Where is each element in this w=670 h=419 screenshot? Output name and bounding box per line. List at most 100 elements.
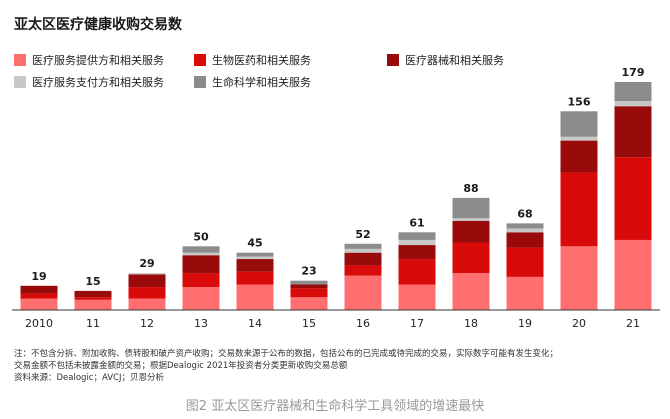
bar-segment <box>560 140 598 173</box>
bar-segment <box>452 242 490 274</box>
bar-segment <box>398 245 436 260</box>
bar-segment <box>128 298 166 310</box>
footnote-line: 注：不包含分拆、附加收购、债转股和破产资产收购；交易数来源于公布的数据，包括公布… <box>14 349 559 359</box>
bar-segment <box>20 298 58 310</box>
legend: 医疗服务提供方和相关服务 生物医药和相关服务 医疗器械和相关服务 医疗服务支付方… <box>14 52 664 92</box>
bar-total-label: 29 <box>139 257 154 270</box>
x-tick-label: 11 <box>86 317 100 330</box>
bar-segment <box>236 284 274 310</box>
x-tick-label: 15 <box>302 317 316 330</box>
bar-segment <box>614 239 652 310</box>
bar-segment <box>560 111 598 137</box>
x-tick-label: 18 <box>464 317 478 330</box>
bar-segment <box>290 284 328 289</box>
bar-segment <box>506 228 544 233</box>
bar-segment <box>290 288 328 298</box>
bar-total-label: 179 <box>622 66 645 79</box>
bar-total-label: 61 <box>409 216 424 229</box>
bar-segment <box>236 259 274 272</box>
bar-segment <box>560 172 598 247</box>
bar-segment <box>344 275 382 310</box>
x-tick-label: 14 <box>248 317 262 330</box>
bar-segment <box>506 223 544 229</box>
bar-segment <box>344 252 382 266</box>
legend-swatch-biopharma <box>194 54 206 66</box>
legend-label-biopharma: 生物医药和相关服务 <box>212 54 311 67</box>
bar-total-label: 50 <box>193 230 209 243</box>
bar-segment <box>398 239 436 246</box>
bar-segment <box>236 252 274 257</box>
legend-item-provider: 医疗服务提供方和相关服务 <box>14 52 164 68</box>
legend-swatch-devices <box>387 54 399 66</box>
bar-segment <box>74 290 112 298</box>
legend-label-devices: 医疗器械和相关服务 <box>405 54 504 67</box>
bar-segment <box>452 218 490 221</box>
legend-item-devices: 医疗器械和相关服务 <box>387 52 504 68</box>
bar-segment <box>182 252 220 256</box>
bar-segment <box>74 299 112 310</box>
x-tick-label: 17 <box>410 317 424 330</box>
bar-segment <box>128 273 166 275</box>
figure-caption: 图2 亚太区医疗器械和生命科学工具领域的增速最快 <box>185 399 485 414</box>
bar-segment <box>182 255 220 274</box>
bar-segment <box>506 276 544 310</box>
x-tick-label: 13 <box>194 317 208 330</box>
bar-segment <box>560 136 598 141</box>
bar-segment <box>614 106 652 158</box>
bar-total-label: 23 <box>301 265 316 278</box>
bar-segment <box>452 197 490 219</box>
x-tick-label: 19 <box>518 317 532 330</box>
bar-segment <box>560 246 598 310</box>
bar-segment <box>614 101 652 107</box>
legend-swatch-payer <box>14 76 26 88</box>
bar-segment <box>182 273 220 288</box>
bar-segment <box>398 232 436 240</box>
bar-total-label: 15 <box>85 275 100 288</box>
bar-segment <box>614 157 652 240</box>
bar-total-label: 156 <box>568 95 591 108</box>
x-tick-label: 12 <box>140 317 154 330</box>
bar-total-label: 19 <box>31 270 46 283</box>
legend-swatch-provider <box>14 54 26 66</box>
x-tick-label: 20 <box>572 317 586 330</box>
bar-segment <box>344 243 382 249</box>
bar-segment <box>236 271 274 285</box>
source-line: 资料来源：Dealogic；AVCJ；贝恩分析 <box>14 373 165 383</box>
bar-segment <box>182 246 220 253</box>
legend-label-provider: 医疗服务提供方和相关服务 <box>32 54 164 67</box>
bar-segment <box>128 287 166 299</box>
bar-segment <box>290 280 328 285</box>
bar-segment <box>182 287 220 310</box>
bar-total-label: 68 <box>517 207 532 220</box>
bar-segment <box>236 256 274 260</box>
bar-segment <box>74 297 112 300</box>
bar-segment <box>614 82 652 102</box>
bar-segment <box>506 232 544 248</box>
bar-segment <box>398 259 436 285</box>
legend-label-payer: 医疗服务支付方和相关服务 <box>32 76 164 89</box>
bar-total-label: 52 <box>355 228 370 241</box>
bar-segment <box>20 293 58 299</box>
bar-segment <box>452 220 490 243</box>
bar-segment <box>290 297 328 310</box>
stacked-bar-chart: 19 2010 15 11 29 12 50 13 45 14 23 15 52 16 61 17 88 18 68… <box>12 66 660 330</box>
legend-swatch-lifesci <box>194 76 206 88</box>
x-tick-label: 16 <box>356 317 370 330</box>
bar-segment <box>344 248 382 253</box>
bar-segment <box>452 273 490 310</box>
bar-segment <box>398 284 436 310</box>
footnotes: 注：不包含分拆、附加收购、债转股和破产资产收购；交易数来源于公布的数据，包括公布… <box>14 348 558 384</box>
bar-segment <box>344 265 382 276</box>
bar-segment <box>20 285 58 294</box>
x-tick-label: 2010 <box>25 317 53 330</box>
legend-label-lifesci: 生命科学和相关服务 <box>212 76 311 89</box>
bar-total-label: 88 <box>463 182 478 195</box>
footnote-line: 交易金额不包括未披露金额的交易；根据Dealogic 2021年投资者分类更新收… <box>14 361 348 371</box>
chart-title: 亚太区医疗健康收购交易数 <box>14 17 182 33</box>
bar-total-label: 45 <box>247 237 262 250</box>
legend-item-payer: 医疗服务支付方和相关服务 <box>14 74 164 90</box>
bar-segment <box>128 274 166 288</box>
legend-item-lifesci: 生命科学和相关服务 <box>194 74 311 90</box>
bar-segment <box>506 247 544 277</box>
x-tick-label: 21 <box>626 317 640 330</box>
